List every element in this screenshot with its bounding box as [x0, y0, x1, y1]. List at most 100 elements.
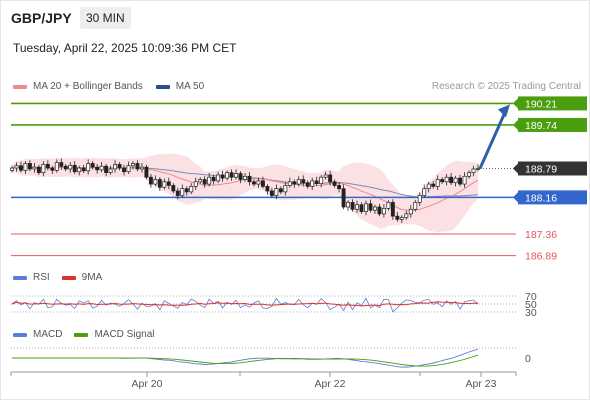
- candle-body: [417, 195, 422, 203]
- candle-body: [319, 176, 324, 184]
- timestamp: Tuesday, April 22, 2025 10:09:36 PM CET: [13, 41, 237, 55]
- candle-body: [444, 176, 449, 183]
- level-label-box: [518, 96, 587, 111]
- legend-label-ma20: MA 20 + Bollinger Bands: [33, 81, 143, 92]
- candle-body: [350, 202, 355, 210]
- legend-label-ma50: MA 50: [175, 81, 205, 92]
- level-label-pointer: [513, 98, 518, 109]
- candle-body: [440, 179, 445, 183]
- candle-body: [292, 181, 297, 185]
- candle-body: [341, 188, 346, 208]
- level-label-5: 186.89: [525, 251, 557, 263]
- candle-body: [148, 176, 153, 185]
- candle-body: [471, 168, 476, 173]
- candle-body: [90, 163, 95, 168]
- candle-body: [113, 164, 118, 170]
- candle-body: [247, 175, 252, 183]
- candle-body: [72, 164, 77, 173]
- candle-body: [45, 164, 50, 169]
- candle-body: [153, 179, 158, 185]
- candle-body: [198, 179, 203, 183]
- candle-body: [171, 185, 176, 192]
- candle-body: [386, 202, 391, 209]
- rsi-level-label: 30: [525, 307, 537, 319]
- legend-main: MA 20 + Bollinger Bands MA 50: [13, 81, 204, 92]
- candle-body: [36, 166, 41, 173]
- rsi-line: [11, 297, 479, 313]
- candle-body: [122, 167, 126, 173]
- candle-body: [359, 204, 364, 212]
- candle-body: [14, 165, 19, 169]
- candle-body: [287, 181, 292, 186]
- candle-body: [431, 183, 436, 187]
- candle-body: [310, 180, 315, 187]
- legend-label-9ma: 9MA: [81, 272, 103, 283]
- candle-body: [426, 183, 431, 190]
- macd-zero-label: 0: [525, 353, 531, 365]
- candle-body: [23, 163, 28, 171]
- candle-body: [332, 181, 337, 186]
- projection-arrow-line: [478, 111, 507, 170]
- candle-body: [27, 163, 32, 170]
- instrument-label: GBP/JPY: [11, 10, 72, 26]
- candle-body: [104, 165, 109, 173]
- candle-body: [395, 215, 400, 220]
- candle-body: [32, 166, 37, 170]
- candle-body: [207, 176, 212, 185]
- candle-body: [131, 163, 135, 167]
- level-label-box: [518, 161, 587, 176]
- candle-body: [162, 181, 167, 188]
- candle-body: [184, 188, 189, 193]
- candle-body: [252, 181, 256, 185]
- candle-body: [435, 179, 440, 187]
- candle-body: [77, 167, 82, 173]
- legend-swatch-ma50: [155, 84, 170, 89]
- candle-body: [220, 174, 225, 179]
- level-label-pointer: [513, 119, 518, 130]
- candle-body: [408, 208, 413, 215]
- candle-body: [256, 180, 261, 185]
- level-label-pointer: [513, 163, 518, 174]
- candle-body: [364, 203, 368, 212]
- candle-body: [296, 179, 301, 185]
- candle-body: [86, 163, 91, 172]
- candle-body: [301, 179, 306, 184]
- legend-label-macd-signal: MACD Signal: [94, 329, 155, 340]
- candle-body: [372, 206, 377, 211]
- macd-signal-line: [12, 354, 479, 367]
- candle-body: [54, 162, 59, 171]
- x-tick-label: Apr 20: [132, 378, 163, 390]
- candle-body: [166, 181, 171, 186]
- candle-body: [126, 165, 131, 173]
- candle-body: [413, 202, 418, 210]
- candle-body: [265, 186, 270, 192]
- timeframe-button[interactable]: 30 MIN: [80, 7, 131, 29]
- candle-body: [278, 188, 283, 193]
- credit-text: Research © 2025 Trading Central: [431, 81, 581, 92]
- candle-body: [305, 182, 310, 187]
- candle-body: [368, 203, 373, 211]
- candle-body: [260, 180, 265, 187]
- candle-body: [81, 167, 86, 172]
- rsi-level-label: 70: [525, 291, 537, 303]
- candle-body: [95, 166, 100, 171]
- candle-body: [99, 165, 104, 171]
- candle-body: [346, 202, 351, 208]
- candle-body: [139, 166, 144, 170]
- level-label-0: 190.21: [525, 98, 557, 110]
- legend-swatch-ma20: [13, 84, 27, 89]
- level-label-4: 187.36: [525, 229, 557, 241]
- candle-body: [229, 172, 234, 178]
- candle-body: [449, 176, 454, 184]
- candle-body: [202, 179, 207, 185]
- level-label-1: 189.74: [525, 120, 557, 132]
- candle-body: [458, 177, 463, 185]
- candle-body: [453, 177, 458, 184]
- candle-body: [390, 202, 395, 217]
- level-label-pointer: [513, 192, 518, 203]
- legend-swatch-rsi: [13, 275, 27, 280]
- candle-body: [193, 181, 198, 187]
- candle-body: [180, 188, 185, 196]
- candle-body: [41, 164, 46, 173]
